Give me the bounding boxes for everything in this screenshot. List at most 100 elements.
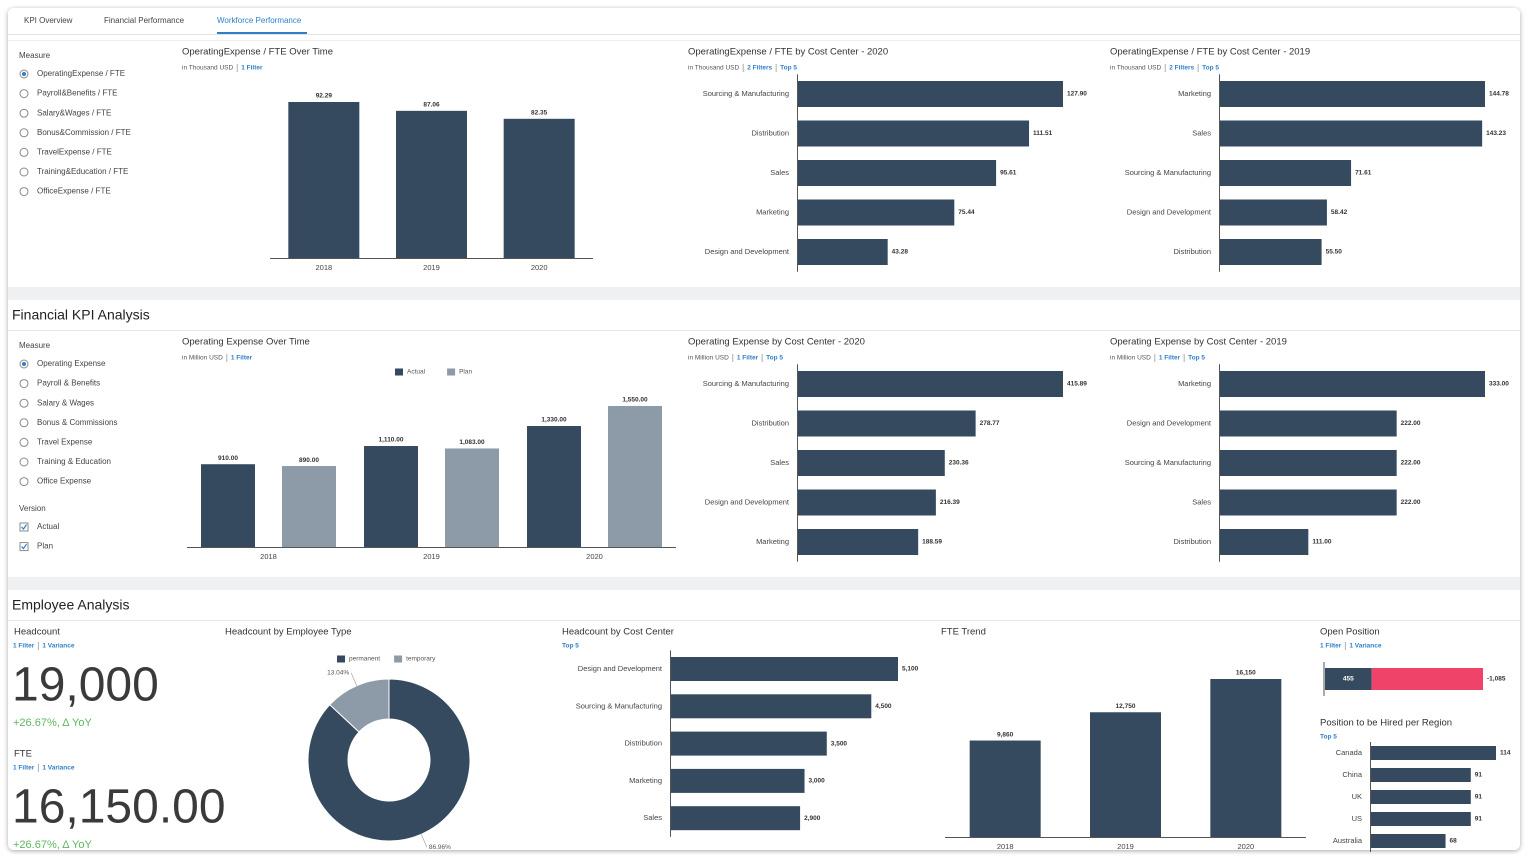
kpi-value: 16,150.00: [12, 781, 226, 834]
chart-title: Headcount by Cost Center: [562, 627, 674, 638]
filter-link[interactable]: 2 Filters: [1169, 65, 1194, 72]
filter-link[interactable]: 1 Variance: [1349, 643, 1382, 650]
filter-link[interactable]: 1 Filter: [1159, 355, 1181, 362]
radio-button[interactable]: [19, 187, 29, 197]
radio-button[interactable]: [19, 147, 29, 157]
filter-link[interactable]: Top 5: [1188, 355, 1205, 362]
data-label: 222.00: [1401, 460, 1421, 467]
radio-button[interactable]: [19, 398, 29, 408]
radio-button[interactable]: [19, 108, 29, 118]
option-label[interactable]: Training&Education / FTE: [37, 167, 128, 176]
radio-button[interactable]: [19, 418, 29, 428]
chart-subtitle: in Thousand USD: [1110, 65, 1161, 72]
option-label[interactable]: TravelExpense / FTE: [37, 148, 112, 157]
data-label: 68: [1450, 838, 1458, 845]
option-label[interactable]: Operating Expense: [37, 359, 106, 368]
filter-link[interactable]: 1 Filter: [1320, 643, 1342, 650]
bar: [1325, 668, 1372, 690]
option-label[interactable]: Office Expense: [37, 477, 92, 486]
data-label: 82.35: [531, 110, 548, 117]
y-tick-label: Design and Development: [705, 497, 790, 506]
bar: [798, 199, 955, 226]
filter-link[interactable]: 1 Filter: [241, 65, 263, 72]
filter-link[interactable]: Top 5: [1320, 734, 1337, 741]
chart-title: Headcount by Employee Type: [225, 627, 352, 638]
data-label: 455: [1343, 676, 1354, 683]
checkbox[interactable]: [19, 542, 29, 552]
section-gap: [8, 577, 1520, 590]
chart-subtitle: in Million USD: [688, 355, 729, 362]
y-tick-label: Sourcing & Manufacturing: [703, 89, 789, 98]
y-tick-label: Distribution: [624, 739, 662, 748]
radio-button[interactable]: [19, 167, 29, 177]
chart-title: Operating Expense by Cost Center - 2019: [1110, 337, 1287, 348]
option-label[interactable]: OfficeExpense / FTE: [37, 187, 111, 196]
data-label: 43.28: [892, 249, 909, 256]
data-label: 188.59: [922, 539, 942, 546]
y-tick-label: Sales: [770, 168, 789, 177]
option-label[interactable]: Bonus&Commission / FTE: [37, 128, 131, 137]
data-label: 1,550.00: [622, 397, 648, 404]
option-label[interactable]: Training & Education: [37, 457, 111, 466]
data-label: 1,083.00: [459, 439, 485, 446]
option-label[interactable]: OperatingExpense / FTE: [37, 69, 125, 78]
x-tick-label: 2018: [260, 552, 277, 561]
chart-title: OperatingExpense / FTE Over Time: [182, 47, 333, 58]
option-label[interactable]: Salary&Wages / FTE: [37, 108, 111, 117]
bar: [1220, 120, 1483, 147]
y-tick-label: Marketing: [756, 537, 789, 546]
filter-link[interactable]: Top 5: [780, 65, 797, 72]
filter-link[interactable]: 1 Filter: [13, 765, 35, 772]
radio-button[interactable]: [19, 477, 29, 487]
data-label: 222.00: [1401, 420, 1421, 427]
option-label[interactable]: Payroll&Benefits / FTE: [37, 89, 117, 98]
data-label: 87.06: [423, 102, 440, 109]
legend-swatch: [394, 655, 403, 663]
tab[interactable]: KPI Overview: [24, 16, 73, 25]
data-label: 3,000: [809, 778, 826, 785]
radio-button[interactable]: [19, 437, 29, 447]
checkbox[interactable]: [19, 522, 29, 532]
option-label[interactable]: Actual: [37, 522, 59, 531]
option-label[interactable]: Plan: [37, 542, 53, 551]
bar: [1090, 712, 1161, 837]
bar: [1220, 239, 1322, 265]
kpi-label: Headcount: [14, 627, 60, 638]
tab[interactable]: Financial Performance: [104, 16, 185, 25]
filter-link[interactable]: 2 Filters: [747, 65, 772, 72]
y-tick-label: Sales: [1192, 497, 1211, 506]
filter-link[interactable]: Top 5: [766, 355, 783, 362]
bar: [671, 657, 898, 681]
radio-button[interactable]: [19, 89, 29, 99]
legend-label: temporary: [406, 656, 436, 663]
filter-link[interactable]: 1 Filter: [737, 355, 759, 362]
option-label[interactable]: Payroll & Benefits: [37, 379, 100, 388]
group-label: Version: [19, 504, 46, 513]
filter-link[interactable]: Top 5: [1202, 65, 1219, 72]
bar: [282, 466, 336, 547]
x-tick-label: 2019: [423, 263, 440, 272]
filter-link[interactable]: 1 Variance: [42, 643, 75, 650]
radio-button[interactable]: [19, 128, 29, 138]
option-label[interactable]: Bonus & Commissions: [37, 418, 117, 427]
filter-link[interactable]: 1 Filter: [231, 355, 253, 362]
bar: [671, 768, 805, 793]
bar: [1371, 790, 1471, 804]
tab-active[interactable]: Workforce Performance: [217, 16, 302, 25]
data-label: 95.61: [1000, 170, 1017, 177]
filter-link[interactable]: Top 5: [562, 643, 579, 650]
option-label[interactable]: Salary & Wages: [37, 398, 94, 407]
radio-button[interactable]: [19, 457, 29, 467]
option-label[interactable]: Travel Expense: [37, 438, 93, 447]
chart-subtitle: in Thousand USD: [688, 65, 739, 72]
bar: [798, 529, 919, 555]
data-label: 111.00: [1312, 539, 1332, 546]
y-tick-label: Sales: [643, 813, 662, 822]
radio-button[interactable]: [19, 379, 29, 389]
x-tick-label: 2018: [315, 263, 332, 272]
filter-link[interactable]: 1 Filter: [13, 643, 35, 650]
filter-link[interactable]: 1 Variance: [42, 765, 75, 772]
data-label: 143.23: [1486, 130, 1506, 137]
bar: [798, 410, 976, 437]
y-tick-label: Sourcing & Manufacturing: [703, 379, 789, 388]
